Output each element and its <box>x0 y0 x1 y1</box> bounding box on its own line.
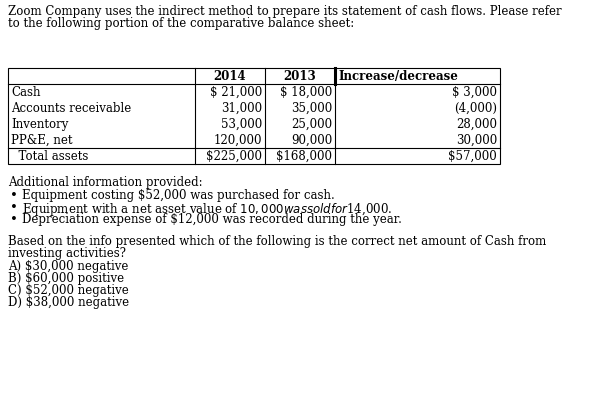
Text: •: • <box>10 213 18 226</box>
Text: Additional information provided:: Additional information provided: <box>8 176 203 189</box>
Text: Accounts receivable: Accounts receivable <box>11 102 131 115</box>
Text: 90,000: 90,000 <box>291 134 332 147</box>
Text: •: • <box>10 189 18 202</box>
Text: PP&E, net: PP&E, net <box>11 134 72 147</box>
Text: B) $60,000 positive: B) $60,000 positive <box>8 272 124 285</box>
Text: D) $38,000 negative: D) $38,000 negative <box>8 296 129 309</box>
Text: Depreciation expense of $12,000 was recorded during the year.: Depreciation expense of $12,000 was reco… <box>22 213 402 226</box>
Text: Increase/decrease: Increase/decrease <box>338 70 458 83</box>
Text: 2013: 2013 <box>283 70 316 83</box>
Text: 31,000: 31,000 <box>221 102 262 115</box>
Text: 25,000: 25,000 <box>291 118 332 131</box>
Text: $225,000: $225,000 <box>206 150 262 163</box>
Bar <box>8 68 500 164</box>
Text: to the following portion of the comparative balance sheet:: to the following portion of the comparat… <box>8 17 354 30</box>
Text: Total assets: Total assets <box>11 150 88 163</box>
Text: Equipment with a net asset value of $10,000 was sold for $14,000.: Equipment with a net asset value of $10,… <box>22 201 392 218</box>
Text: (4,000): (4,000) <box>454 102 497 115</box>
Text: A) $30,000 negative: A) $30,000 negative <box>8 260 129 273</box>
Text: 30,000: 30,000 <box>456 134 497 147</box>
Text: 120,000: 120,000 <box>214 134 262 147</box>
Text: C) $52,000 negative: C) $52,000 negative <box>8 284 129 297</box>
Text: 35,000: 35,000 <box>291 102 332 115</box>
Text: $57,000: $57,000 <box>448 150 497 163</box>
Text: investing activities?: investing activities? <box>8 247 126 260</box>
Text: •: • <box>10 201 18 214</box>
Text: $ 18,000: $ 18,000 <box>280 86 332 99</box>
Text: Cash: Cash <box>11 86 40 99</box>
Text: Equipment costing $52,000 was purchased for cash.: Equipment costing $52,000 was purchased … <box>22 189 335 202</box>
Text: Based on the info presented which of the following is the correct net amount of : Based on the info presented which of the… <box>8 235 547 248</box>
Text: 2014: 2014 <box>214 70 246 83</box>
Text: Inventory: Inventory <box>11 118 69 131</box>
Text: 28,000: 28,000 <box>456 118 497 131</box>
Text: $ 21,000: $ 21,000 <box>210 86 262 99</box>
Text: $ 3,000: $ 3,000 <box>452 86 497 99</box>
Text: 53,000: 53,000 <box>221 118 262 131</box>
Text: $168,000: $168,000 <box>276 150 332 163</box>
Text: Zoom Company uses the indirect method to prepare its statement of cash flows. Pl: Zoom Company uses the indirect method to… <box>8 5 562 18</box>
